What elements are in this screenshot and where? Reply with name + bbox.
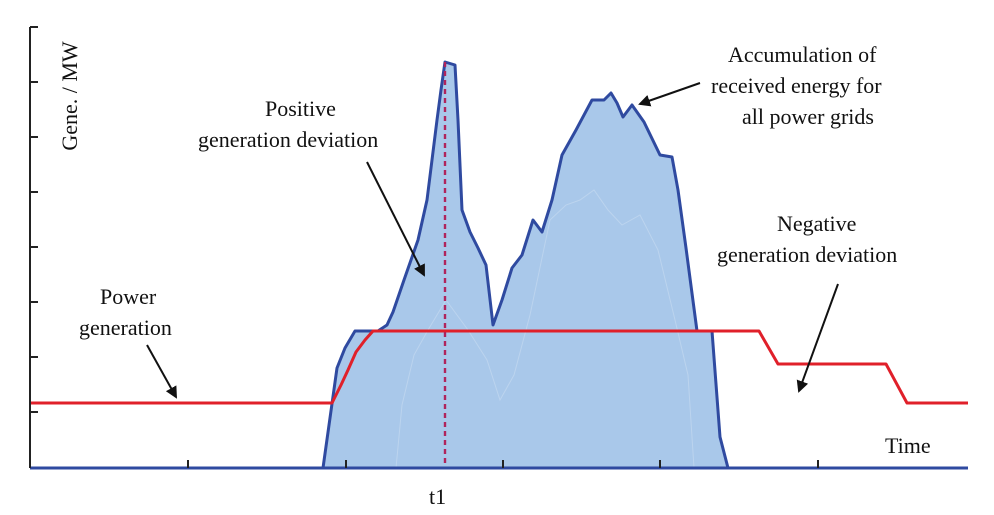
accumulation-arrow xyxy=(638,82,701,107)
accumulation-label-line-3: all power grids xyxy=(742,104,874,129)
accumulation-texture-line xyxy=(395,189,695,469)
negative-deviation-label-line-2: generation deviation xyxy=(717,242,898,267)
negative-deviation-arrow xyxy=(796,283,839,393)
accumulation-label-line-2: received energy for xyxy=(711,73,882,98)
positive-deviation-label-line-2: generation deviation xyxy=(198,127,379,152)
positive-deviation-arrow xyxy=(366,161,425,277)
power-generation-line xyxy=(30,329,968,405)
power-generation-arrow xyxy=(146,344,177,399)
accumulation-area xyxy=(323,62,728,468)
x-axis-label: Time xyxy=(885,433,931,458)
power-generation-label-line-1: Power xyxy=(100,284,157,309)
positive-deviation-label-line-1: Positive xyxy=(265,96,336,121)
power-generation-label-line-2: generation xyxy=(79,315,172,340)
y-axis-label: Gene. / MW xyxy=(57,41,82,151)
accumulation-label-line-1: Accumulation of xyxy=(728,42,877,67)
accumulation-outline xyxy=(321,60,730,469)
negative-deviation-label-line-1: Negative xyxy=(777,211,857,236)
t1-label: t1 xyxy=(429,484,447,509)
